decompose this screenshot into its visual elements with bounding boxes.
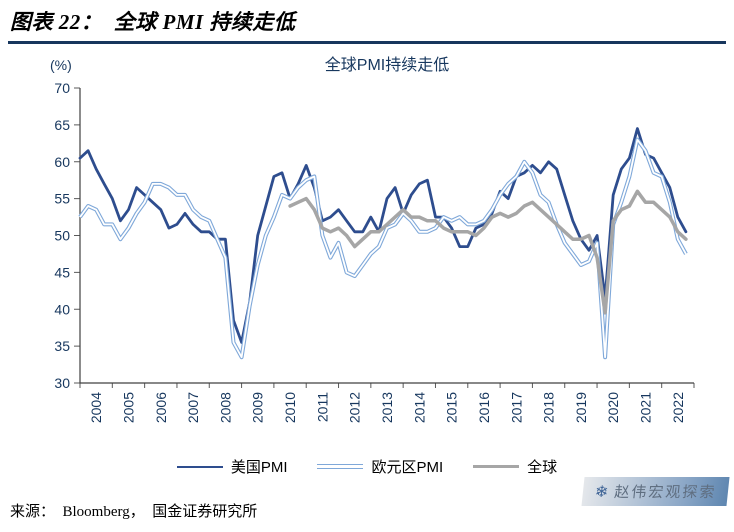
legend-label-eurozone: 欧元区PMI [371, 459, 444, 476]
x-tick-label: 2005 [120, 392, 136, 423]
legend-item-us-pmi: 美国PMI [176, 456, 288, 477]
x-tick-label: 2015 [444, 392, 460, 423]
x-tick-label: 2009 [250, 392, 266, 423]
watermark-text: 赵伟宏观探索 [612, 484, 717, 501]
x-tick-label: 2013 [379, 392, 395, 423]
source-note: 来源： Bloomberg， 国金证券研究所 [10, 504, 258, 520]
x-tick-label: 2008 [217, 392, 233, 423]
legend-line-eurozone-icon [317, 464, 364, 469]
legend-item-eurozone-pmi: 欧元区PMI [317, 456, 443, 477]
x-tick-label: 2016 [476, 392, 492, 423]
x-tick-label: 2014 [411, 392, 427, 423]
x-tick-label: 2021 [638, 392, 654, 423]
x-tick-label: 2012 [347, 392, 363, 423]
y-tick-label: 35 [54, 338, 70, 354]
y-tick-label: 65 [54, 117, 70, 133]
legend-label-us: 美国PMI [230, 459, 288, 476]
x-tick-label: 2020 [605, 392, 621, 423]
x-tick-label: 2010 [282, 392, 298, 423]
legend-item-global: 全球 [473, 456, 557, 477]
figure-title: 图表 22： 全球 PMI 持续走低 [10, 10, 296, 34]
legend-label-global: 全球 [527, 459, 558, 476]
x-tick-label: 2017 [508, 392, 524, 423]
snowflake-icon: ❄ [593, 483, 609, 501]
series-line-1-core [79, 138, 687, 359]
y-tick-label: 30 [54, 375, 70, 391]
x-tick-label: 2019 [573, 392, 589, 423]
axis-line [79, 88, 694, 384]
y-tick-label: 70 [54, 80, 70, 96]
header-divider [8, 41, 726, 44]
x-tick-label: 2018 [541, 392, 557, 423]
legend-line-global-icon [473, 465, 520, 468]
x-tick-label: 2006 [153, 392, 169, 423]
series-line-0 [78, 127, 688, 344]
chart-inner-title: 全球PMI持续走低 [325, 56, 449, 74]
y-tick-label: 45 [54, 264, 70, 280]
legend-line-us-icon [176, 465, 223, 468]
y-tick-label: 40 [54, 301, 70, 317]
x-tick-label: 2004 [88, 392, 104, 423]
series-line-2 [288, 189, 688, 315]
y-tick-label: 60 [54, 154, 70, 170]
pmi-chart: 全球PMI持续走低 (%) 30 35 40 45 50 55 60 65 70 2004 2005 20… [50, 56, 695, 423]
y-unit-label: (%) [50, 57, 72, 73]
y-tick-label: 50 [54, 228, 70, 244]
x-tick-label: 2022 [670, 392, 686, 423]
chart-legend: 美国PMI 欧元区PMI 全球 [0, 456, 734, 477]
y-tick-label: 55 [54, 191, 70, 207]
watermark: ❄ 赵伟宏观探索 [581, 477, 730, 506]
x-tick-label: 2007 [185, 392, 201, 423]
x-tick-label: 2011 [314, 392, 330, 422]
